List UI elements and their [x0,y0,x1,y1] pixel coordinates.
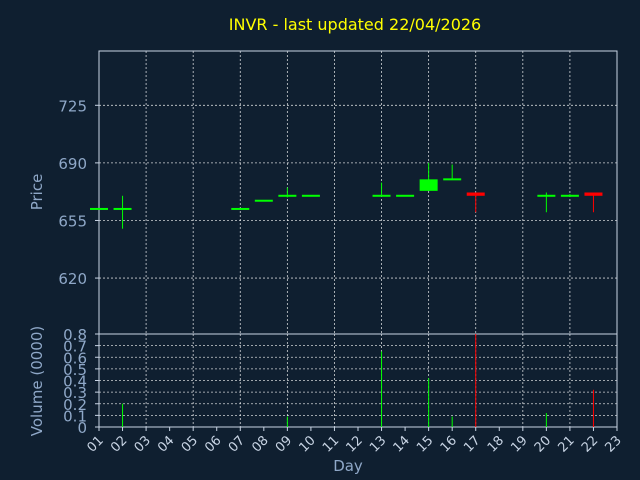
candle-body [90,207,108,210]
candle-body [231,207,250,210]
y-tick-label: 620 [58,270,87,288]
chart-title: INVR - last updated 22/04/2026 [229,15,481,34]
candle-body [372,194,391,197]
candle-body [466,192,485,196]
y-tick-label: 690 [58,155,87,173]
x-axis-label: Day [333,457,363,475]
y-tick-label: 725 [58,97,87,115]
y-tick-label: 0.1 [63,407,87,425]
y-axis-label: Price [28,174,46,211]
candle-body [254,199,273,202]
volume-frame [98,333,618,428]
candle-body [113,207,132,210]
candle-body [560,194,579,197]
candle-body [443,178,462,181]
y-tick-label: 0.7 [63,338,87,356]
y-tick-label: 0.6 [63,349,87,367]
candle-body [419,179,438,191]
y-tick-label: 0.4 [63,373,87,391]
y-tick-label: 0.8 [63,326,87,344]
y-tick-label: 0.2 [63,396,87,414]
y-tick-label: 0.3 [63,384,87,402]
candle-body [537,194,556,197]
candle-body [584,192,603,196]
volume-axis-label: Volume (0000) [28,326,46,436]
y-tick-label: 0.5 [63,361,87,379]
y-tick-label: 655 [58,212,87,230]
y-tick-label: 0 [77,419,87,437]
candle-body [301,194,320,197]
candle-body [396,194,415,197]
candle-body [278,194,297,197]
